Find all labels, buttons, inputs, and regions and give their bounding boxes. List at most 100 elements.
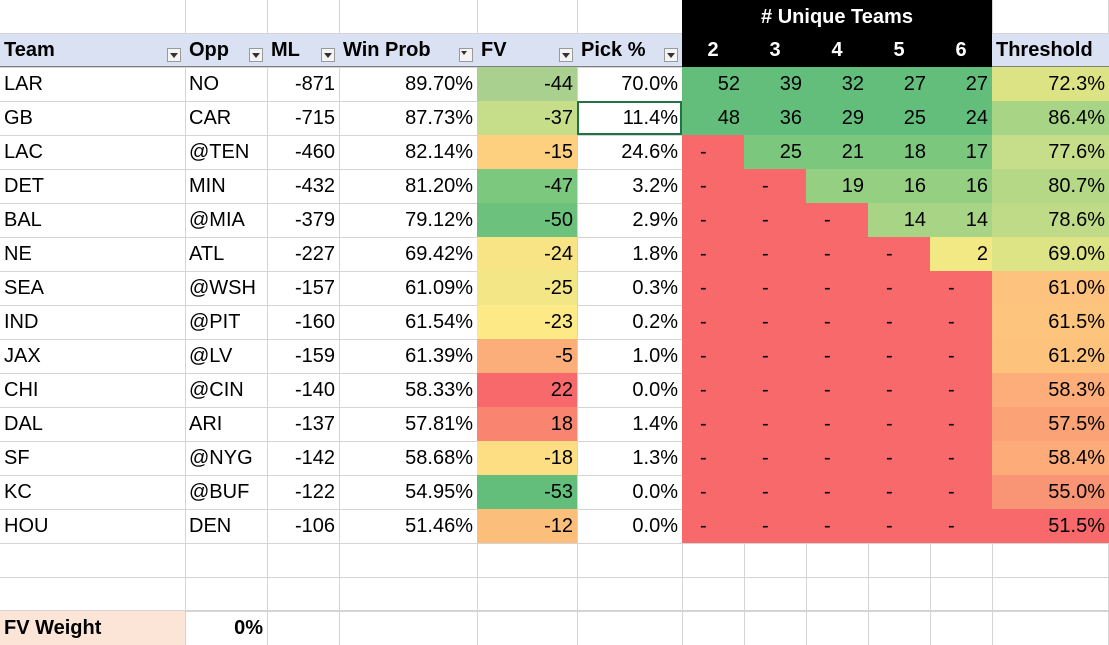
cell-ml[interactable]: -157 [294,277,335,299]
cell-team[interactable]: LAR [4,73,43,95]
cell-fv[interactable]: -12 [477,509,577,543]
cell-unique-6[interactable]: - [930,441,992,475]
cell-fv[interactable]: -50 [477,203,577,237]
cell-unique-2[interactable]: - [682,373,744,407]
cell-threshold[interactable]: 55.0% [992,475,1109,509]
cell-fv[interactable]: 18 [477,407,577,441]
cell-unique-3[interactable]: - [744,407,806,441]
cell-unique-6[interactable]: 14 [930,203,992,237]
cell-opp[interactable]: @TEN [189,141,250,163]
cell-unique-5[interactable]: - [868,237,930,271]
cell-win-prob[interactable]: 58.33% [405,379,473,401]
cell-threshold[interactable]: 58.3% [992,373,1109,407]
cell-win-prob[interactable]: 82.14% [405,141,473,163]
cell-unique-6[interactable]: - [930,271,992,305]
cell-team[interactable]: BAL [4,209,42,231]
cell-pick-pct[interactable]: 3.2% [632,175,678,197]
cell-unique-6[interactable]: - [930,305,992,339]
cell-threshold[interactable]: 78.6% [992,203,1109,237]
cell-unique-4[interactable]: - [806,373,868,407]
cell-fv[interactable]: -53 [477,475,577,509]
cell-opp[interactable]: ATL [189,243,225,265]
cell-team[interactable]: HOU [4,515,49,537]
cell-fv[interactable]: -15 [477,135,577,169]
cell-unique-4[interactable]: - [806,203,868,237]
cell-threshold[interactable]: 51.5% [992,509,1109,543]
cell-ml[interactable]: -460 [294,141,335,163]
cell-unique-4[interactable]: 29 [806,101,868,135]
header-pick-pct[interactable]: Pick % [577,34,682,67]
cell-opp[interactable]: ARI [189,413,223,435]
header-team[interactable]: Team [0,34,185,67]
header-opp[interactable]: Opp [185,34,267,67]
cell-team[interactable]: CHI [4,379,39,401]
cell-unique-2[interactable]: - [682,237,744,271]
cell-unique-5[interactable]: - [868,305,930,339]
cell-fv[interactable]: -18 [477,441,577,475]
cell-win-prob[interactable]: 89.70% [405,73,473,95]
cell-ml[interactable]: -379 [294,209,335,231]
cell-unique-6[interactable]: 16 [930,169,992,203]
cell-pick-pct[interactable]: 1.0% [632,345,678,367]
header-unique-3[interactable]: 3 [744,34,806,67]
cell-ml[interactable]: -432 [294,175,335,197]
cell-unique-6[interactable]: 2 [930,237,992,271]
cell-ml[interactable]: -159 [294,345,335,367]
cell-threshold[interactable]: 86.4% [992,101,1109,135]
cell-unique-3[interactable]: - [744,441,806,475]
cell-unique-2[interactable]: - [682,169,744,203]
cell-unique-4[interactable]: - [806,305,868,339]
cell-win-prob[interactable]: 69.42% [405,243,473,265]
cell-unique-2[interactable]: - [682,475,744,509]
cell-unique-5[interactable]: 14 [868,203,930,237]
cell-team[interactable]: GB [4,107,33,129]
header-threshold[interactable]: Threshold [992,34,1109,67]
cell-threshold[interactable]: 61.0% [992,271,1109,305]
cell-opp[interactable]: @PIT [189,311,241,333]
cell-pick-pct[interactable]: 1.4% [632,413,678,435]
cell-win-prob[interactable]: 61.54% [405,311,473,333]
cell-opp[interactable]: @MIA [189,209,245,231]
cell-fv[interactable]: -5 [477,339,577,373]
cell-unique-5[interactable]: 25 [868,101,930,135]
sort-filter-icon[interactable] [459,48,473,62]
filter-dropdown-icon[interactable] [167,48,181,62]
cell-opp[interactable]: @WSH [189,277,256,299]
cell-unique-5[interactable]: - [868,339,930,373]
cell-team[interactable]: SF [4,447,30,469]
cell-ml[interactable]: -142 [294,447,335,469]
cell-win-prob[interactable]: 87.73% [405,107,473,129]
cell-threshold[interactable]: 57.5% [992,407,1109,441]
cell-unique-4[interactable]: - [806,237,868,271]
cell-fv[interactable]: -47 [477,169,577,203]
header-win-prob[interactable]: Win Prob [339,34,477,67]
cell-unique-2[interactable]: - [682,305,744,339]
cell-unique-2[interactable]: 48 [682,101,744,135]
cell-team[interactable]: DET [4,175,44,197]
cell-ml[interactable]: -137 [294,413,335,435]
cell-team[interactable]: JAX [4,345,41,367]
cell-pick-pct[interactable]: 0.2% [632,311,678,333]
cell-team[interactable]: SEA [4,277,45,299]
cell-threshold[interactable]: 77.6% [992,135,1109,169]
header-ml[interactable]: ML [267,34,339,67]
cell-win-prob[interactable]: 61.39% [405,345,473,367]
cell-unique-4[interactable]: - [806,271,868,305]
cell-ml[interactable]: -871 [294,73,335,95]
cell-team[interactable]: DAL [4,413,43,435]
cell-unique-5[interactable]: - [868,475,930,509]
cell-threshold[interactable]: 58.4% [992,441,1109,475]
cell-pick-pct[interactable]: 2.9% [632,209,678,231]
cell-unique-6[interactable]: - [930,475,992,509]
cell-opp[interactable]: @CIN [189,379,244,401]
filter-dropdown-icon[interactable] [664,48,678,62]
filter-dropdown-icon[interactable] [249,48,263,62]
cell-fv[interactable]: -25 [477,271,577,305]
cell-unique-3[interactable]: - [744,475,806,509]
cell-opp[interactable]: DEN [189,515,232,537]
cell-team[interactable]: LAC [4,141,43,163]
cell-unique-6[interactable]: 17 [930,135,992,169]
cell-ml[interactable]: -106 [294,515,335,537]
cell-unique-6[interactable]: - [930,339,992,373]
fv-weight-label[interactable]: FV Weight [0,611,185,645]
